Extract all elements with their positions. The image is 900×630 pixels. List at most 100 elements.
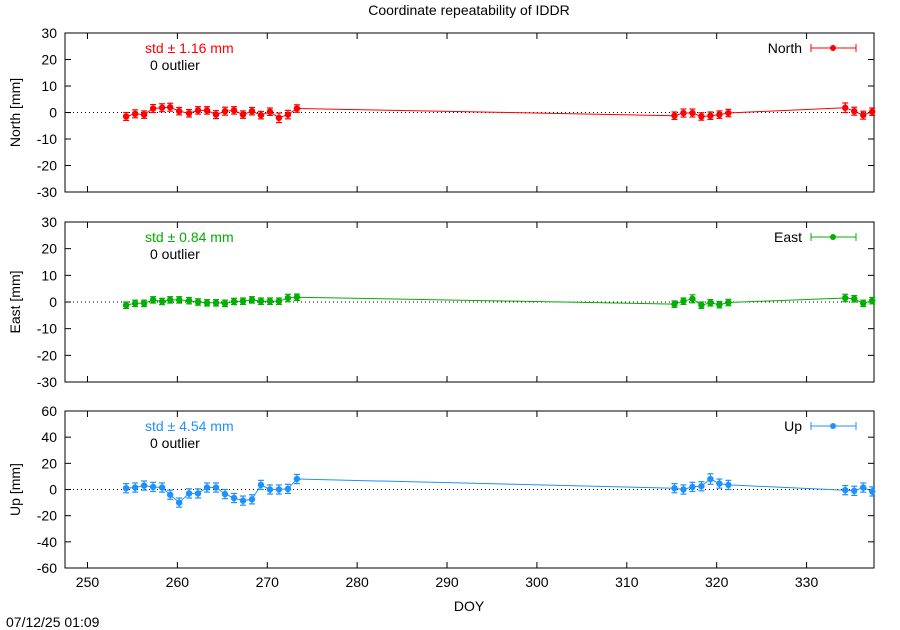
data-point bbox=[230, 298, 238, 305]
data-point bbox=[212, 484, 220, 491]
data-point bbox=[284, 485, 292, 493]
data-point bbox=[275, 114, 283, 122]
data-point bbox=[175, 499, 183, 506]
data-point bbox=[842, 294, 849, 302]
data-point bbox=[212, 111, 220, 118]
data-point bbox=[257, 298, 265, 305]
data-point bbox=[140, 300, 148, 307]
data-point bbox=[158, 104, 166, 111]
y-axis-label: Up [mm] bbox=[7, 463, 23, 516]
y-tick-label: 10 bbox=[41, 78, 57, 94]
data-point bbox=[212, 299, 220, 306]
x-tick-label: 270 bbox=[256, 574, 280, 590]
data-point bbox=[293, 105, 301, 112]
data-point bbox=[131, 484, 139, 491]
series-line bbox=[125, 296, 873, 306]
y-tick-label: 30 bbox=[41, 214, 57, 230]
std-annotation: std ± 1.16 mm bbox=[145, 40, 234, 56]
data-point bbox=[239, 298, 247, 305]
data-point bbox=[194, 107, 202, 114]
data-point bbox=[680, 486, 687, 493]
y-tick-label: -10 bbox=[37, 131, 57, 147]
data-point bbox=[293, 475, 301, 483]
data-point bbox=[131, 300, 139, 307]
y-tick-label: 60 bbox=[41, 403, 57, 419]
data-point bbox=[716, 301, 723, 308]
data-point bbox=[203, 107, 211, 114]
data-point bbox=[266, 298, 274, 305]
y-axis-label: North [mm] bbox=[7, 78, 23, 147]
legend-label: Up bbox=[784, 418, 802, 434]
legend-label: East bbox=[774, 229, 802, 245]
data-point bbox=[671, 300, 678, 308]
data-point bbox=[140, 482, 148, 489]
data-point bbox=[851, 487, 858, 495]
std-annotation: std ± 4.54 mm bbox=[145, 418, 234, 434]
timestamp: 07/12/25 01:09 bbox=[6, 614, 100, 630]
data-point bbox=[203, 299, 211, 306]
data-point bbox=[275, 298, 283, 305]
y-tick-label: -10 bbox=[37, 321, 57, 337]
outlier-annotation: 0 outlier bbox=[150, 246, 200, 262]
data-point bbox=[689, 483, 696, 491]
data-point bbox=[725, 299, 732, 306]
x-tick-label: 290 bbox=[435, 574, 459, 590]
data-point bbox=[698, 483, 705, 490]
data-point bbox=[239, 497, 247, 504]
data-point bbox=[122, 113, 130, 120]
data-point bbox=[140, 111, 148, 118]
data-point bbox=[185, 110, 193, 117]
data-point bbox=[185, 297, 193, 304]
data-point bbox=[707, 112, 714, 119]
data-point bbox=[239, 111, 247, 118]
y-tick-label: 0 bbox=[49, 105, 57, 121]
data-point bbox=[293, 294, 301, 301]
legend-marker bbox=[830, 45, 836, 51]
data-point bbox=[284, 111, 292, 118]
data-point bbox=[689, 109, 696, 117]
data-point bbox=[869, 108, 876, 115]
data-point bbox=[194, 298, 202, 306]
y-tick-label: -20 bbox=[37, 158, 57, 174]
data-point bbox=[149, 105, 157, 112]
legend-label: North bbox=[768, 40, 802, 56]
chart-title: Coordinate repeatability of IDDR bbox=[368, 2, 570, 18]
data-point bbox=[158, 484, 166, 491]
data-point bbox=[266, 108, 274, 115]
data-point bbox=[221, 300, 229, 307]
x-tick-label: 280 bbox=[345, 574, 369, 590]
data-point bbox=[860, 111, 867, 119]
y-tick-label: 0 bbox=[49, 294, 57, 310]
x-tick-label: 310 bbox=[615, 574, 639, 590]
y-tick-label: 20 bbox=[41, 52, 57, 68]
data-point bbox=[248, 296, 256, 304]
y-axis-label: East [mm] bbox=[7, 270, 23, 333]
data-point bbox=[248, 496, 256, 503]
data-point bbox=[725, 109, 732, 117]
data-point bbox=[716, 480, 723, 487]
data-point bbox=[149, 296, 157, 304]
data-point bbox=[149, 483, 157, 491]
data-point bbox=[221, 490, 229, 498]
panel-east: 30 20 10 0 -10 -20 -30 East [mm] std ± 0.84 mm0 … bbox=[7, 214, 876, 390]
x-tick-label: 320 bbox=[705, 574, 729, 590]
data-point bbox=[698, 302, 705, 309]
data-point bbox=[194, 490, 202, 497]
x-tick-label: 260 bbox=[166, 574, 190, 590]
y-tick-label: -60 bbox=[37, 560, 57, 576]
outlier-annotation: 0 outlier bbox=[150, 435, 200, 451]
data-point bbox=[166, 491, 174, 498]
data-point bbox=[284, 294, 292, 302]
series-line bbox=[125, 106, 873, 119]
data-point bbox=[707, 475, 714, 483]
data-point bbox=[671, 112, 678, 119]
legend-marker bbox=[830, 423, 836, 429]
data-point bbox=[851, 295, 858, 302]
panel-north: 30 20 10 0 -10 -20 -30 North [mm] std ± 1.16 mm0… bbox=[7, 25, 876, 200]
y-tick-label: -20 bbox=[37, 508, 57, 524]
data-point bbox=[860, 300, 867, 307]
data-point bbox=[185, 490, 193, 497]
data-point bbox=[257, 481, 265, 489]
data-point bbox=[166, 104, 174, 111]
